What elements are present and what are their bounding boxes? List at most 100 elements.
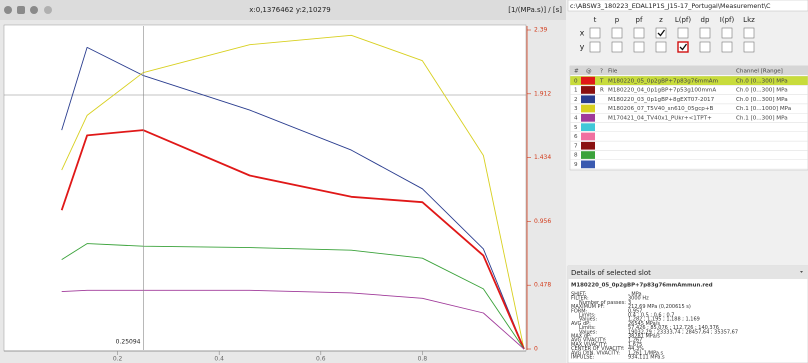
- row-hit[interactable]: [569, 122, 808, 133]
- details-title: Details of selected slot: [571, 269, 651, 277]
- detail-key: Limits:: [579, 313, 596, 319]
- detail-value: 57,426 ; 85,076 ; 112,726 ; 140,376: [628, 325, 719, 331]
- plot: 0 0.478 0.956 1.434 1.912 2.39 0.2 0.4 0.6 0.8 0.2…: [4, 26, 551, 363]
- slot-index: 9: [574, 162, 578, 168]
- flag-column: p: [615, 16, 620, 24]
- icon[interactable]: [4, 6, 12, 14]
- slot-color: [581, 76, 595, 85]
- detail-value: 19032,29 ; 23333,74 ; 28457,64 ; 35357,6…: [628, 329, 738, 335]
- toolbar: [0, 0, 566, 20]
- checkbox[interactable]: [633, 27, 645, 39]
- detail-value: - MPa: [628, 292, 642, 298]
- details-header: [568, 266, 808, 279]
- row-hit[interactable]: [569, 159, 808, 170]
- checkbox[interactable]: [589, 41, 601, 53]
- slot-color: [581, 104, 595, 113]
- y-tick-label: 0.478: [534, 282, 551, 289]
- detail-value: 1,267: [628, 338, 642, 344]
- slot-channel: Ch.1 [0...300] MPa: [736, 116, 788, 122]
- slot-color: [581, 160, 595, 169]
- checkbox[interactable]: [721, 27, 733, 39]
- checkbox[interactable]: [699, 27, 711, 39]
- table-header-cell: File: [608, 69, 618, 75]
- row-hit[interactable]: [569, 140, 808, 151]
- slot-color: [581, 86, 595, 94]
- checkbox[interactable]: [743, 27, 755, 39]
- detail-value: 1,282 ; 1,195 ; 1,188 ; 1,169: [628, 317, 700, 323]
- row-hit[interactable]: [569, 131, 808, 142]
- units: [1/(MPa.s)] / [s]: [508, 6, 562, 14]
- detail-key: AVG DYN. VIVACITY:: [571, 350, 620, 356]
- curve: [61, 34, 525, 350]
- checkbox[interactable]: [677, 41, 689, 53]
- detail-key: MAXIMUM PF:: [571, 304, 605, 310]
- details-menu[interactable]: [800, 271, 803, 273]
- flag-row-label: y: [580, 43, 585, 52]
- checkbox[interactable]: [655, 41, 667, 53]
- slot-index: 5: [574, 125, 578, 131]
- slot-file: M180206_07_T5V40_sn610_05gcp+B: [608, 106, 714, 112]
- flag-column: z: [659, 16, 663, 24]
- path-bar: [567, 0, 808, 12]
- detail-key: AVG dP:: [571, 321, 591, 327]
- detail-key: FILTER:: [571, 296, 589, 302]
- checkbox[interactable]: [611, 41, 623, 53]
- detail-key: MAX VIVACITY:: [571, 342, 607, 348]
- checkbox[interactable]: [633, 41, 645, 53]
- flag-column: Lkz: [743, 16, 755, 24]
- y-tick-label: 0.956: [534, 218, 551, 225]
- detail-key: Limits:: [579, 325, 596, 331]
- row-hit[interactable]: [569, 150, 808, 160]
- slot-color: [581, 95, 595, 104]
- slot-index: 1: [574, 88, 578, 94]
- row-highlight: [570, 76, 808, 86]
- x-tick-label: 0.8: [418, 356, 428, 363]
- slot-index: 2: [574, 97, 578, 103]
- detail-value: 1,675: [628, 342, 642, 348]
- y-tick-label: 2.39: [534, 27, 548, 34]
- slot-index: 8: [574, 153, 578, 159]
- table-header-cell: @: [586, 69, 592, 75]
- cursor-readout: x:0,1376462 y:2,10279: [249, 6, 331, 14]
- checkbox[interactable]: [589, 27, 601, 39]
- x-tick-label: 0.2: [113, 356, 123, 363]
- slot-flag: T: [599, 78, 604, 84]
- checkbox[interactable]: [677, 27, 689, 39]
- flag-row-label: x: [580, 29, 585, 38]
- detail-key: AVG VIVACITY:: [571, 338, 607, 344]
- slot-file: M180220_05_0p2gBP+7p83g76mmAm: [608, 78, 718, 84]
- icon[interactable]: [30, 6, 38, 14]
- slot-index: 7: [574, 143, 578, 149]
- detail-key: Values:: [579, 317, 597, 323]
- flag-column: pf: [636, 16, 643, 24]
- slot-color: [581, 123, 595, 131]
- slot-color: [581, 141, 595, 150]
- detail-value: 3: [628, 300, 631, 306]
- checkbox[interactable]: [611, 27, 623, 39]
- slot-color: [581, 114, 595, 122]
- table-header-cell: Channel [Range]: [736, 69, 783, 75]
- details-panel: [567, 265, 808, 363]
- x-tick-label: 0.4: [214, 356, 224, 363]
- detail-key: IMPULSE:: [571, 355, 595, 361]
- checkbox[interactable]: [655, 27, 667, 39]
- checkbox[interactable]: [699, 41, 711, 53]
- icon[interactable]: [44, 6, 52, 14]
- plot-area: [3, 24, 527, 352]
- detail-value: 44,3%: [628, 346, 644, 352]
- detail-key: Number of passes:: [579, 300, 626, 306]
- detail-value: 934,111 MPa.s: [628, 355, 665, 361]
- slot-channel: Ch.0 [0...300] MPa: [736, 78, 788, 84]
- slot-color: [581, 132, 595, 141]
- icon[interactable]: [17, 6, 25, 14]
- curve: [61, 46, 525, 350]
- slot-index: 0: [574, 78, 578, 84]
- slot-index: 6: [574, 134, 578, 140]
- checkbox[interactable]: [743, 41, 755, 53]
- y-tick-label: 1.434: [534, 154, 551, 161]
- slot-color: [581, 151, 595, 159]
- checkbox[interactable]: [721, 41, 733, 53]
- flag-column: L(pf): [675, 16, 692, 24]
- detail-key: CENTER OF VIVACITY:: [571, 346, 625, 352]
- table-header-cell: #: [574, 69, 579, 75]
